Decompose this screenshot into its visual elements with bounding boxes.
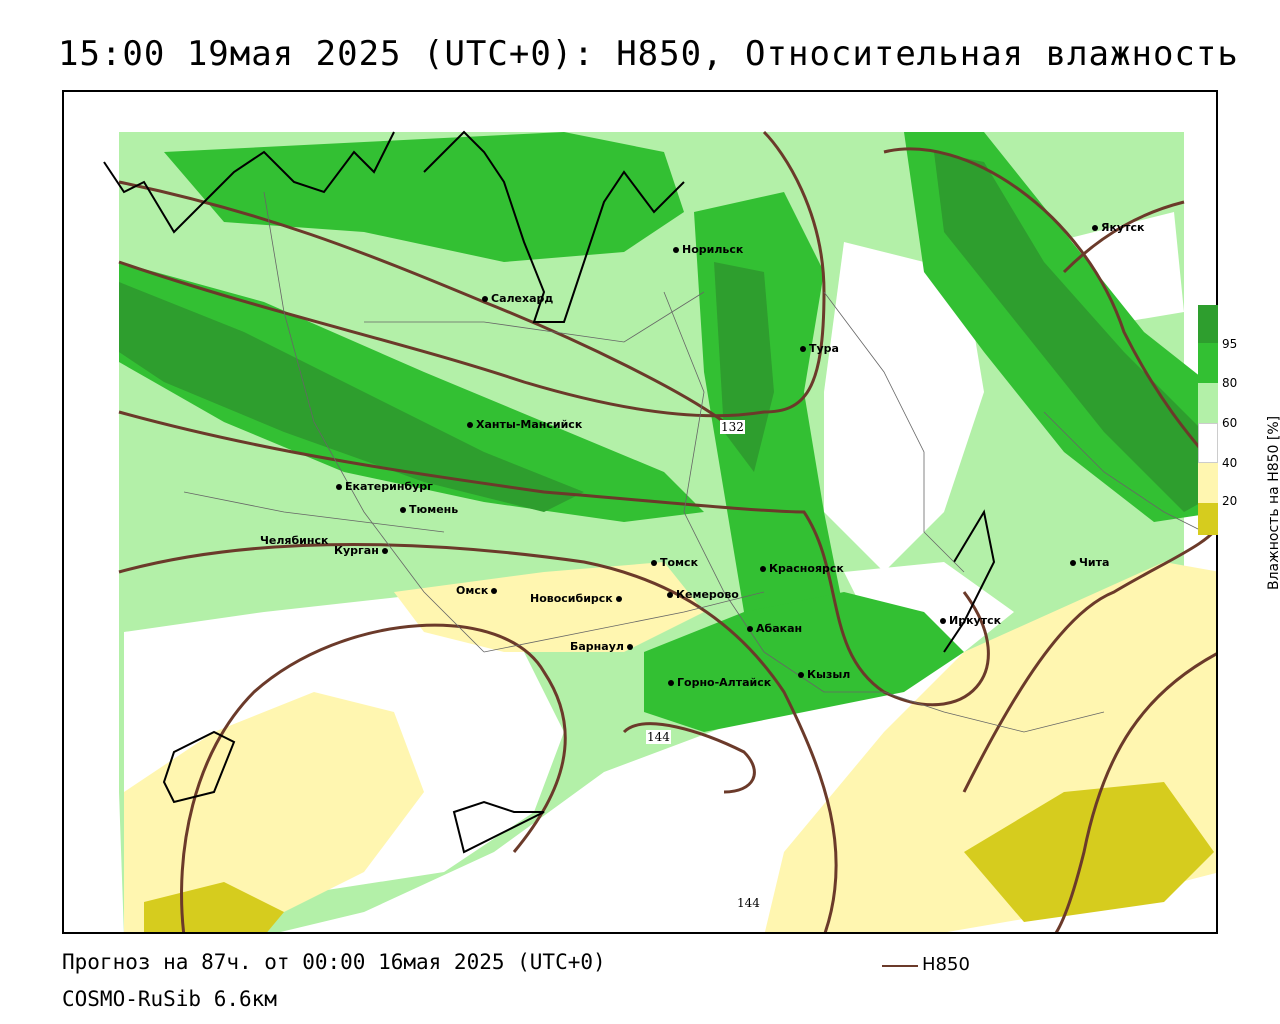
city-dot bbox=[800, 346, 806, 352]
city-marker: Кемерово bbox=[667, 588, 739, 601]
region-boundaries bbox=[183, 191, 1205, 733]
city-marker: Тура bbox=[800, 342, 839, 355]
city-name: Новосибирск bbox=[530, 592, 613, 605]
city-marker: Красноярск bbox=[760, 562, 844, 575]
humid-band-north bbox=[164, 132, 684, 262]
city-dot bbox=[667, 592, 673, 598]
city-name: Норильск bbox=[682, 243, 744, 256]
city-name: Салехард bbox=[491, 292, 554, 305]
colorbar-seg-20 bbox=[1198, 463, 1218, 503]
city-name: Чита bbox=[1079, 556, 1110, 569]
city-marker: Салехард bbox=[482, 292, 553, 305]
city-name: Кызыл bbox=[807, 668, 851, 681]
colorbar-tick: 20 bbox=[1222, 494, 1238, 508]
city-marker: Якутск bbox=[1092, 221, 1144, 234]
city-name: Курган bbox=[334, 544, 379, 557]
city-name: Якутск bbox=[1101, 221, 1145, 234]
colorbar-tick: 60 bbox=[1222, 416, 1238, 430]
city-marker: Омск bbox=[456, 584, 500, 597]
city-dot bbox=[747, 626, 753, 632]
city-name: Красноярск bbox=[769, 562, 844, 575]
very-humid-core-west bbox=[119, 282, 584, 512]
city-dot bbox=[336, 484, 342, 490]
h850-legend-line bbox=[882, 965, 918, 967]
city-marker: Томск bbox=[651, 556, 698, 569]
city-dot bbox=[1092, 225, 1098, 231]
colorbar-seg-80 bbox=[1198, 343, 1218, 383]
city-name: Челябинск bbox=[260, 534, 329, 547]
dry-area-yakutsk bbox=[1054, 212, 1184, 322]
humidity-map: 132 144 144 Норильск Якутск Салехард Тур… bbox=[62, 90, 1218, 934]
city-marker: Ханты-Мансийск bbox=[467, 418, 582, 431]
humid-band-west bbox=[119, 262, 704, 522]
city-dot bbox=[760, 566, 766, 572]
city-dot bbox=[668, 680, 674, 686]
city-name: Абакан bbox=[756, 622, 803, 635]
city-dot bbox=[400, 507, 406, 513]
city-marker: Норильск bbox=[673, 243, 743, 256]
city-dot bbox=[651, 560, 657, 566]
city-dot bbox=[615, 596, 622, 602]
city-marker: Иркутск bbox=[940, 614, 1001, 627]
city-dot bbox=[381, 548, 388, 554]
h850-isolines bbox=[118, 130, 1216, 932]
city-marker: Абакан bbox=[747, 622, 802, 635]
city-name: Тюмень bbox=[409, 503, 459, 516]
city-marker: Тюмень bbox=[400, 503, 458, 516]
colorbar-seg-95 bbox=[1198, 305, 1218, 343]
very-humid-core-east bbox=[934, 152, 1216, 512]
city-dot bbox=[673, 247, 679, 253]
city-marker: Курган bbox=[334, 544, 391, 557]
isoline-label: 132 bbox=[720, 420, 745, 434]
forecast-info: Прогноз на 87ч. от 00:00 16мая 2025 (UTC… bbox=[62, 950, 606, 974]
drier-area-south bbox=[124, 692, 424, 932]
colorbar-seg-40 bbox=[1198, 423, 1218, 463]
driest-area-southwest bbox=[144, 882, 284, 932]
city-dot bbox=[1070, 560, 1076, 566]
colorbar-tick: 40 bbox=[1222, 456, 1238, 470]
isoline-label: 144 bbox=[736, 896, 761, 910]
city-dot bbox=[482, 296, 488, 302]
colorbar-seg-60 bbox=[1198, 383, 1218, 423]
city-dot bbox=[626, 644, 633, 650]
city-dot bbox=[491, 588, 498, 594]
very-humid-core-central bbox=[714, 262, 774, 472]
city-marker: Горно-Алтайск bbox=[668, 676, 771, 689]
driest-area-southeast bbox=[964, 782, 1214, 922]
city-name: Кемерово bbox=[676, 588, 739, 601]
city-name: Ханты-Мансийск bbox=[476, 418, 583, 431]
colorbar-tick: 80 bbox=[1222, 376, 1238, 390]
city-marker: Екатеринбург bbox=[336, 480, 433, 493]
dry-area-north bbox=[64, 92, 1216, 132]
city-marker: Челябинск bbox=[260, 534, 328, 547]
city-dot bbox=[940, 618, 946, 624]
city-name: Барнаул bbox=[570, 640, 624, 653]
city-name: Горно-Алтайск bbox=[677, 676, 772, 689]
h850-legend-label: H850 bbox=[922, 954, 970, 975]
city-name: Иркутск bbox=[949, 614, 1002, 627]
city-name: Тура bbox=[809, 342, 839, 355]
city-dot bbox=[467, 422, 473, 428]
city-marker: Новосибирск bbox=[530, 592, 625, 605]
dry-area-east bbox=[824, 242, 984, 572]
city-name: Екатеринбург bbox=[345, 480, 433, 493]
map-field bbox=[64, 92, 1216, 932]
colorbar-seg-0 bbox=[1198, 503, 1218, 535]
city-name: Томск bbox=[660, 556, 699, 569]
model-info: COSMO-RuSib 6.6км bbox=[62, 987, 277, 1011]
city-marker: Барнаул bbox=[570, 640, 636, 653]
isoline-label: 144 bbox=[646, 730, 671, 744]
city-marker: Кызыл bbox=[798, 668, 850, 681]
colorbar bbox=[1198, 305, 1218, 535]
city-marker: Чита bbox=[1070, 556, 1109, 569]
city-dot bbox=[798, 672, 804, 678]
coastlines bbox=[103, 130, 996, 854]
colorbar-title: Влажность на H850 [%] bbox=[1266, 415, 1280, 590]
city-name: Омск bbox=[456, 584, 489, 597]
map-title: 15:00 19мая 2025 (UTC+0): H850, Относите… bbox=[58, 34, 1239, 74]
colorbar-tick: 95 bbox=[1222, 337, 1238, 351]
